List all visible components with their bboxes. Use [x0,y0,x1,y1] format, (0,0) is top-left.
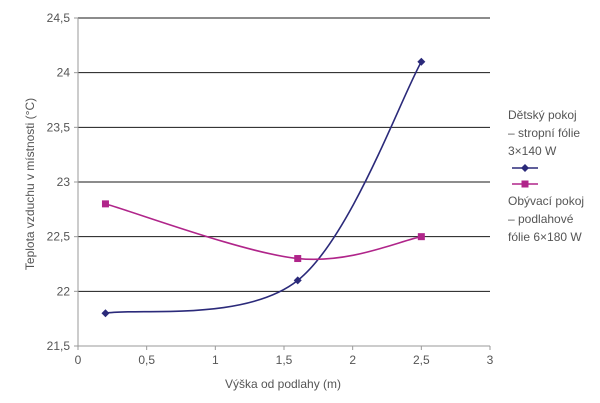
legend: Dětský pokoj – stropní fólie 3×140 W Obý… [508,106,600,246]
series-2 [101,200,425,263]
data-series [101,57,426,318]
y-tick-label: 24 [57,66,71,80]
y-tick-label: 22 [57,284,71,298]
y-tick-label: 21,5 [47,339,71,353]
data-point [101,200,109,208]
x-tick-label: 3 [487,353,494,367]
y-tick-label: 23,5 [47,120,71,134]
x-tick-label: 1,5 [276,353,293,367]
y-axis-title: Teplota vzduchu v místnosti (°C) [23,98,37,270]
x-tick-label: 1 [212,353,219,367]
series-line [105,61,423,314]
x-axis-title: Výška od podlahy (m) [225,377,341,391]
x-tick-label: 0,5 [138,353,155,367]
x-tick-label: 0 [75,353,82,367]
axes [74,17,491,350]
series-line [105,203,422,261]
y-tick-label: 24,5 [47,11,71,25]
x-tick-label: 2,5 [413,353,430,367]
data-point [101,309,110,318]
legend-label-series-1: Dětský pokoj – stropní fólie 3×140 W [508,108,581,158]
legend-swatch-series-1 [512,164,538,172]
y-tick-label: 22,5 [47,230,71,244]
data-point [417,233,425,241]
data-point [293,276,302,285]
grid-lines [78,17,490,292]
series-1 [101,57,426,318]
y-tick-label: 23 [57,175,71,189]
legend-swatch-series-2 [512,180,538,188]
x-tick-label: 2 [349,353,356,367]
legend-label-series-2: Obývací pokoj – podlahové fólie 6×180 W [508,194,585,244]
data-point [417,57,426,66]
data-point [294,255,302,263]
